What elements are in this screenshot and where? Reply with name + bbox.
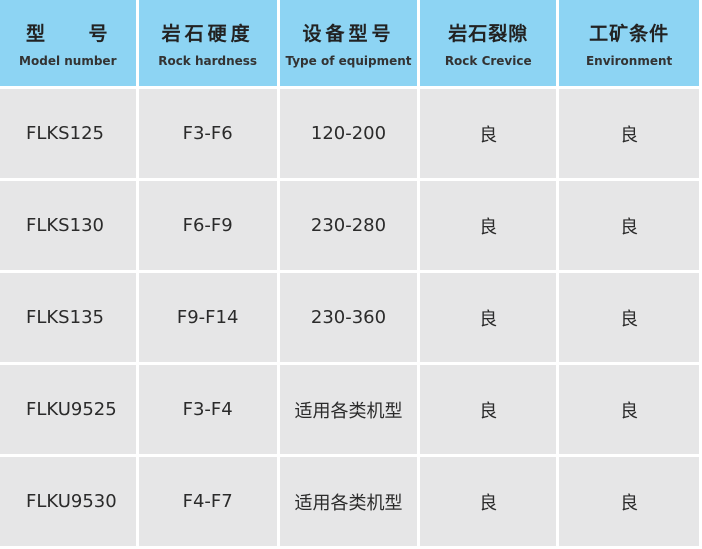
header-zh: 号 [88,22,108,45]
cell-equipment: 120-200 [279,89,418,178]
cell-hardness: F6-F9 [138,181,277,270]
table-row: FLKU9530 F4-F7 适用各类机型良良 [0,457,699,546]
header-en: Rock hardness [158,53,258,68]
header-row: 型 号 Model number 岩石硬度 Rock hardness 设备型号 Ty… [0,0,699,86]
cell-model: FLKU9530 [0,457,136,546]
header-en: Rock Crevice [444,53,532,68]
cell-equipment: 适用各类机型 [279,365,418,454]
header-model: 型 号 Model number [0,0,136,86]
cell-crevice: 良 [420,273,557,362]
cell-hardness: F3-F6 [138,89,277,178]
table-row: FLKU9525 F3-F4 适用各类机型良良 [0,365,699,454]
table-row: FLKS125 F3-F6 120-200 良良 [0,89,699,178]
cell-model: FLKS125 [0,89,136,178]
table-row: FLKS130 F6-F9 230-280 良良 [0,181,699,270]
header-zh: 型 [26,22,46,45]
header-rock-hardness: 岩石硬度 Rock hardness [138,0,277,86]
cell-environment: 良 [559,457,699,546]
cell-hardness: F4-F7 [138,457,277,546]
header-en: Environment [585,53,673,68]
cell-equipment: 230-280 [279,181,418,270]
cell-crevice: 良 [420,89,557,178]
cell-hardness: F3-F4 [138,365,277,454]
cell-model: FLKS135 [0,273,136,362]
header-zh: 岩石硬度 [161,22,254,45]
cell-crevice: 良 [420,181,557,270]
header-rock-crevice: 岩石裂隙 Rock Crevice [420,0,557,86]
cell-crevice: 良 [420,365,557,454]
header-equipment: 设备型号 Type of equipment [279,0,418,86]
cell-environment: 良 [559,365,699,454]
cell-model: FLKS130 [0,181,136,270]
cell-environment: 良 [559,273,699,362]
header-zh: 岩石裂隙 [448,22,529,45]
header-en: Model number [19,53,117,68]
cell-model: FLKU9525 [0,365,136,454]
cell-equipment: 230-360 [279,273,418,362]
header-en: Type of equipment [285,53,412,68]
header-zh: 设备型号 [302,22,395,45]
cell-environment: 良 [559,181,699,270]
cell-crevice: 良 [420,457,557,546]
cell-environment: 良 [559,89,699,178]
table-row: FLKS135 F9-F14 230-360 良良 [0,273,699,362]
header-environment: 工矿条件 Environment [559,0,699,86]
header-zh: 工矿条件 [589,22,670,45]
cell-hardness: F9-F14 [138,273,277,362]
cell-equipment: 适用各类机型 [279,457,418,546]
